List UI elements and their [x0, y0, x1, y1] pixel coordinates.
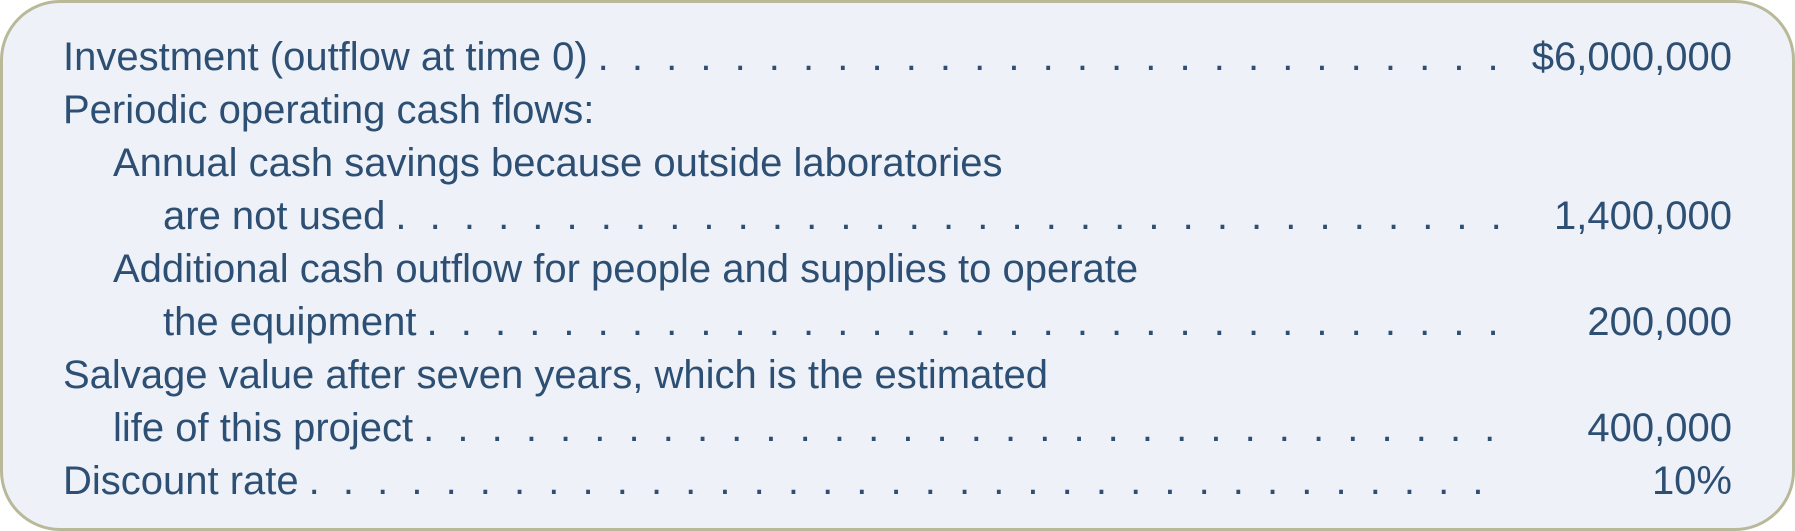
row-label: the equipment — [63, 296, 417, 349]
row-label: are not used — [63, 190, 385, 243]
table-row: the equipment . . . . . . . . . . . . . … — [63, 296, 1732, 349]
row-label: Investment (outflow at time 0) — [63, 31, 588, 84]
data-card: Investment (outflow at time 0) . . . . .… — [0, 0, 1795, 531]
leader-dots: . . . . . . . . . . . . . . . . . . . . … — [417, 296, 1502, 349]
table-row: Discount rate . . . . . . . . . . . . . … — [63, 455, 1732, 508]
row-label: Salvage value after seven years, which i… — [63, 349, 1048, 402]
row-value: $6,000,000 — [1502, 31, 1732, 84]
table-row: Investment (outflow at time 0) . . . . .… — [63, 31, 1732, 84]
row-label: Additional cash outflow for people and s… — [63, 243, 1138, 296]
row-label: Periodic operating cash flows: — [63, 84, 594, 137]
table-row: Salvage value after seven years, which i… — [63, 349, 1732, 402]
row-value: 400,000 — [1502, 402, 1732, 455]
leader-dots: . . . . . . . . . . . . . . . . . . . . … — [588, 31, 1502, 84]
leader-dots: . . . . . . . . . . . . . . . . . . . . … — [413, 402, 1502, 455]
leader-dots: . . . . . . . . . . . . . . . . . . . . … — [299, 455, 1502, 508]
row-value: 1,400,000 — [1502, 190, 1732, 243]
table-row: Annual cash savings because outside labo… — [63, 137, 1732, 190]
table-row: are not used . . . . . . . . . . . . . .… — [63, 190, 1732, 243]
row-label: life of this project — [63, 402, 413, 455]
table-row: Additional cash outflow for people and s… — [63, 243, 1732, 296]
row-label: Discount rate — [63, 455, 299, 508]
table-row: Periodic operating cash flows: — [63, 84, 1732, 137]
leader-dots: . . . . . . . . . . . . . . . . . . . . … — [385, 190, 1502, 243]
row-value: 10% — [1502, 455, 1732, 508]
row-value: 200,000 — [1502, 296, 1732, 349]
table-row: life of this project . . . . . . . . . .… — [63, 402, 1732, 455]
row-label: Annual cash savings because outside labo… — [63, 137, 1002, 190]
